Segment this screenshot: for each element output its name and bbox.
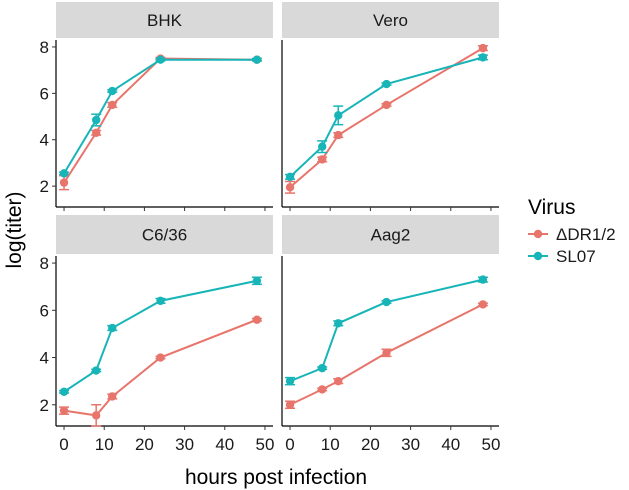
data-point-aag2-sl07-8 bbox=[317, 363, 327, 373]
y-tick-label-bhk-2: 2 bbox=[40, 177, 49, 196]
data-point-vero-dr1-2-48 bbox=[478, 43, 488, 53]
legend-key-point-dr1-2 bbox=[533, 229, 543, 239]
x-tick-label-aag2-10: 10 bbox=[321, 435, 340, 454]
x-tick-label-aag2-30: 30 bbox=[401, 435, 420, 454]
legend-title: Virus bbox=[528, 196, 575, 219]
data-point-bhk-sl07-48 bbox=[252, 55, 262, 64]
data-point-vero-dr1-2-24 bbox=[382, 100, 391, 110]
data-point-vero-dr1-2-12 bbox=[334, 130, 343, 140]
series-line-c6-36-dr1-2 bbox=[63, 318, 258, 417]
y-tick-label-bhk-4: 4 bbox=[40, 131, 49, 150]
y-tick-label-c6-36-6: 6 bbox=[40, 301, 49, 320]
data-point-vero-dr1-2-0 bbox=[285, 183, 295, 192]
x-tick-label-c6-36-10: 10 bbox=[95, 435, 114, 454]
data-point-aag2-sl07-24 bbox=[382, 297, 391, 307]
data-point-c6-36-dr1-2-0 bbox=[59, 406, 69, 415]
facet-strip-aag2 bbox=[282, 215, 499, 254]
data-point-c6-36-sl07-8 bbox=[91, 366, 101, 375]
x-tick-label-c6-36-50: 50 bbox=[256, 435, 275, 454]
x-tick-label-c6-36-40: 40 bbox=[215, 435, 234, 454]
facet-label-bhk: BHK bbox=[147, 11, 183, 30]
legend-label-sl07: SL07 bbox=[556, 247, 596, 266]
data-point-aag2-sl07-12 bbox=[334, 319, 343, 328]
x-tick-label-aag2-50: 50 bbox=[482, 435, 501, 454]
legend-label-dr1-2: ΔDR1/2 bbox=[556, 225, 616, 244]
data-point-c6-36-sl07-24 bbox=[156, 296, 165, 306]
data-point-bhk-sl07-0 bbox=[59, 169, 69, 178]
y-axis-title: log(titer) bbox=[3, 191, 26, 268]
data-point-bhk-dr1-2-12 bbox=[108, 100, 117, 110]
data-point-vero-sl07-8 bbox=[317, 142, 327, 151]
data-point-c6-36-sl07-0 bbox=[59, 387, 69, 396]
data-point-c6-36-dr1-2-48 bbox=[252, 315, 262, 324]
data-point-aag2-dr1-2-12 bbox=[334, 376, 343, 386]
x-tick-label-c6-36-30: 30 bbox=[175, 435, 194, 454]
x-tick-label-aag2-0: 0 bbox=[285, 435, 294, 454]
facet-strip-vero bbox=[282, 2, 499, 38]
data-point-aag2-sl07-0 bbox=[285, 376, 295, 386]
data-point-bhk-dr1-2-8 bbox=[91, 128, 101, 137]
data-point-aag2-sl07-48 bbox=[478, 275, 488, 284]
series-line-vero-dr1-2 bbox=[289, 47, 484, 189]
data-point-vero-sl07-48 bbox=[478, 53, 488, 62]
data-point-aag2-dr1-2-24 bbox=[382, 348, 391, 358]
x-tick-label-c6-36-20: 20 bbox=[135, 435, 154, 454]
data-point-bhk-dr1-2-0 bbox=[59, 178, 69, 187]
data-point-bhk-sl07-24 bbox=[156, 55, 165, 64]
data-point-vero-sl07-12 bbox=[334, 111, 343, 120]
data-point-c6-36-dr1-2-24 bbox=[156, 353, 165, 362]
series-line-bhk-sl07 bbox=[63, 58, 257, 174]
data-point-aag2-dr1-2-48 bbox=[478, 300, 488, 309]
x-axis-title: hours post infection bbox=[185, 466, 367, 489]
data-point-vero-dr1-2-8 bbox=[317, 155, 327, 164]
data-point-c6-36-dr1-2-12 bbox=[108, 392, 117, 401]
y-tick-label-c6-36-8: 8 bbox=[40, 254, 49, 273]
data-point-bhk-sl07-8 bbox=[91, 115, 101, 125]
data-point-c6-36-sl07-12 bbox=[108, 323, 117, 333]
y-tick-label-bhk-8: 8 bbox=[40, 38, 49, 57]
x-tick-label-aag2-20: 20 bbox=[361, 435, 380, 454]
y-tick-label-c6-36-2: 2 bbox=[40, 396, 49, 415]
legend-key-point-sl07 bbox=[533, 251, 543, 261]
facet-strip-bhk bbox=[56, 2, 273, 38]
data-point-vero-sl07-0 bbox=[285, 172, 295, 182]
data-point-vero-sl07-24 bbox=[382, 79, 391, 89]
x-tick-label-aag2-40: 40 bbox=[441, 435, 460, 454]
y-tick-label-c6-36-4: 4 bbox=[40, 349, 49, 368]
data-point-aag2-dr1-2-0 bbox=[285, 400, 295, 409]
data-point-c6-36-sl07-48 bbox=[252, 276, 262, 285]
facet-strip-c6-36 bbox=[56, 215, 273, 254]
data-point-bhk-sl07-12 bbox=[108, 86, 117, 96]
facet-label-aag2: Aag2 bbox=[371, 226, 411, 245]
facet-label-c6-36: C6/36 bbox=[142, 226, 187, 245]
facet-label-vero: Vero bbox=[373, 11, 408, 30]
y-tick-label-bhk-6: 6 bbox=[40, 84, 49, 103]
data-point-c6-36-dr1-2-8 bbox=[91, 411, 101, 420]
data-point-aag2-dr1-2-8 bbox=[317, 385, 327, 394]
x-tick-label-c6-36-0: 0 bbox=[59, 435, 68, 454]
